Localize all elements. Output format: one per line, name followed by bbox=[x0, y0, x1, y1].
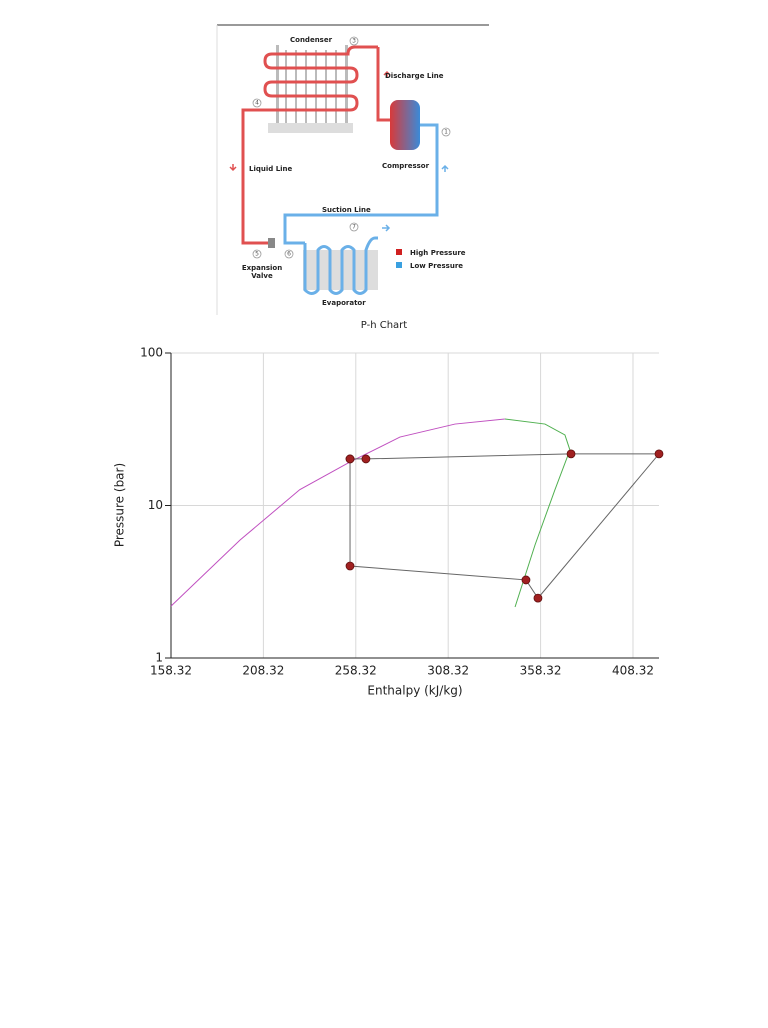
label: Suction Line bbox=[322, 206, 371, 214]
label: Evaporator bbox=[322, 299, 366, 307]
cycle-diagram: Condenser Discharge Line Compressor Liqu… bbox=[216, 24, 489, 315]
point-number: 5 bbox=[255, 251, 259, 258]
point-number: 4 bbox=[255, 100, 259, 107]
chart-title: P-h Chart bbox=[361, 320, 407, 331]
x-tick-label: 408.32 bbox=[612, 664, 654, 678]
legend-swatch bbox=[396, 249, 402, 255]
series-line bbox=[349, 453, 661, 599]
legend-label: High Pressure bbox=[410, 249, 466, 257]
label: Expansion bbox=[242, 264, 282, 272]
x-tick-label: 358.32 bbox=[520, 664, 562, 678]
x-tick-label: 258.32 bbox=[335, 664, 377, 678]
point-marker bbox=[361, 454, 371, 464]
series-line bbox=[170, 418, 505, 607]
point-marker bbox=[345, 454, 355, 464]
label: Condenser bbox=[290, 36, 333, 44]
point-marker bbox=[533, 593, 543, 603]
label: Discharge Line bbox=[385, 72, 444, 80]
point-marker bbox=[345, 561, 355, 571]
point-marker bbox=[521, 575, 531, 585]
x-axis-title: Enthalpy (kJ/kg) bbox=[367, 684, 462, 698]
y-tick-label: 1 bbox=[155, 651, 163, 665]
label: Liquid Line bbox=[249, 165, 293, 173]
point-number: 3 bbox=[352, 38, 356, 45]
x-tick-label: 158.32 bbox=[150, 664, 192, 678]
label: Compressor bbox=[382, 162, 430, 170]
x-tick-label: 208.32 bbox=[242, 664, 284, 678]
point-number: 6 bbox=[287, 251, 291, 258]
point-marker bbox=[566, 449, 576, 459]
y-tick-label: 10 bbox=[148, 498, 163, 512]
label: Valve bbox=[251, 272, 273, 280]
y-axis-title: Pressure (bar) bbox=[113, 463, 127, 547]
point-number: 1 bbox=[444, 129, 448, 136]
point-number: 7 bbox=[352, 224, 356, 231]
legend-swatch bbox=[396, 262, 402, 268]
point-marker bbox=[654, 449, 664, 459]
legend-label: Low Pressure bbox=[410, 262, 463, 270]
x-tick-label: 308.32 bbox=[427, 664, 469, 678]
y-tick-label: 100 bbox=[140, 346, 163, 360]
compressor bbox=[390, 100, 420, 150]
